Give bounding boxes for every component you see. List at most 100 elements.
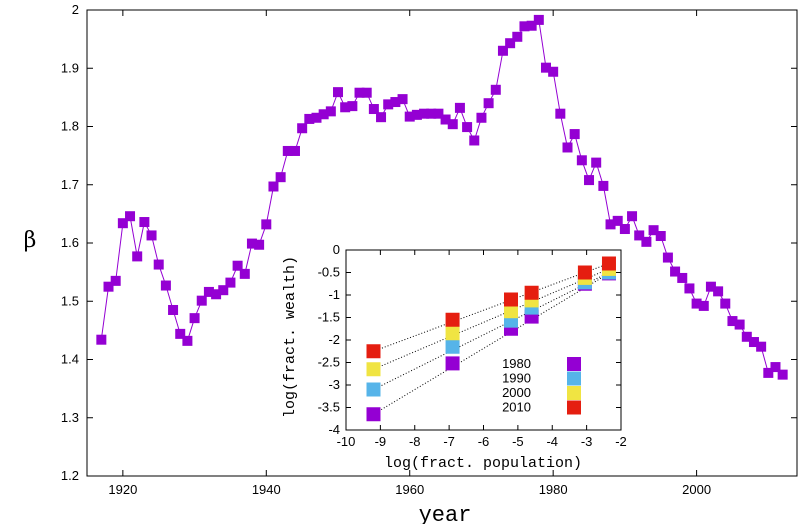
inset-fit-line [373,268,610,370]
inset-x-tick-label: -4 [546,434,558,449]
main-data-point [756,341,767,352]
main-x-axis-title: year [419,503,472,524]
main-data-point [548,66,559,77]
main-data-point [612,215,623,226]
main-data-point [225,277,236,288]
main-data-point [318,109,329,120]
inset-data-point [577,265,592,280]
inset-y-tick-label: -2.5 [318,355,340,370]
main-data-point [211,289,222,300]
main-x-tick-label: 1980 [539,482,568,497]
main-data-point [203,286,214,297]
main-data-point [261,219,272,230]
main-data-point [684,283,695,294]
main-data-point [440,114,451,125]
inset-x-tick-label: -6 [478,434,490,449]
main-data-point [727,316,738,327]
main-data-point [490,84,501,95]
main-data-point [447,119,458,130]
main-data-point [533,14,544,25]
inset-data-point [366,407,381,422]
inset-legend-label: 2010 [502,400,531,415]
main-data-point [268,181,279,192]
main-data-point [411,109,422,120]
main-y-tick-label: 2 [72,2,79,17]
main-data-point [139,217,150,228]
main-data-point [540,62,551,73]
main-plot: 1.2 1.3 1.4 1.5 1.6 1.7 1.8 1.9 2 1920 1940 1960 198… [61,2,798,497]
inset-x-tick-label: -10 [337,434,356,449]
main-data-point [469,135,480,146]
inset-y-tick-label: -2 [328,332,340,347]
inset-x-tick-label: -8 [409,434,421,449]
inset-x-tick-label: -9 [375,434,387,449]
main-y-tick-label: 1.7 [61,177,79,192]
main-data-point [275,172,286,183]
inset-data-point [504,304,518,319]
main-data-point [103,281,114,292]
main-data-point [333,87,344,98]
main-data-point [189,313,200,324]
main-data-point [297,123,308,134]
main-data-point [433,108,444,119]
inset-legend-label: 2000 [502,385,531,400]
main-data-point [483,98,494,109]
inset-data-point [366,362,381,377]
main-data-point [698,300,709,311]
main-data-point [397,94,408,105]
inset-y-tick-label: -0.5 [318,265,340,280]
main-y-tick-label: 1.5 [61,293,79,308]
main-data-point [426,108,437,119]
main-data-point [404,111,415,122]
main-y-axis-title: β [24,228,37,253]
main-data-point [598,180,609,191]
inset-x-tick-label: -5 [512,434,524,449]
main-data-point [526,20,537,31]
main-data-point [662,252,673,263]
main-data-point [705,281,716,292]
inset-data-point [445,312,460,327]
main-x-tick-label: 1960 [395,482,424,497]
main-data-point [555,108,566,119]
inset-y-tick-label: -3.5 [318,400,340,415]
main-data-point [655,231,666,242]
inset-fit-line [373,272,610,390]
main-data-point [720,298,731,309]
inset-data-point [524,285,539,300]
main-y-tick-label: 1.3 [61,410,79,425]
main-data-point [361,87,372,98]
main-data-point [175,328,186,339]
main-data-point [232,260,243,271]
inset-y-tick-label: -3 [328,377,340,392]
main-data-point [713,286,724,297]
main-data-point [354,87,365,98]
inset-data-point [366,344,381,359]
inset-data-point [445,326,460,341]
inset-data-point [366,382,381,397]
main-data-point [462,122,473,133]
inset-legend-swatch [567,386,581,400]
main-data-point [677,272,688,283]
inset-x-tick-label: -7 [443,434,455,449]
main-data-point [519,21,530,32]
main-data-point [584,175,595,186]
main-data-point [763,367,774,378]
main-y-tick-label: 1.4 [61,352,79,367]
main-data-point [605,219,616,230]
inset-legend-swatch [567,357,581,371]
main-data-point [96,334,107,345]
main-data-point [627,211,638,222]
inset-legend-label: 1980 [502,356,531,371]
main-y-tick-label: 1.2 [61,468,79,483]
inset-plot: -4 -3.5 -3 -2.5 -2 -1.5 -1 -0.5 0 -10 -9 -8 -7 -6 -5 -4… [318,242,627,449]
main-data-point [497,45,508,56]
main-data-point [569,129,580,140]
main-data-point [641,236,652,247]
inset-y-axis-title: log(fract. wealth) [282,256,299,418]
main-data-point [634,230,645,241]
inset-legend-label: 1990 [502,371,531,386]
main-data-point [325,106,336,117]
inset-y-tick-label: -1 [328,287,340,302]
inset-data-point [504,292,518,307]
inset-x-axis-title: log(fract. population) [384,455,582,472]
